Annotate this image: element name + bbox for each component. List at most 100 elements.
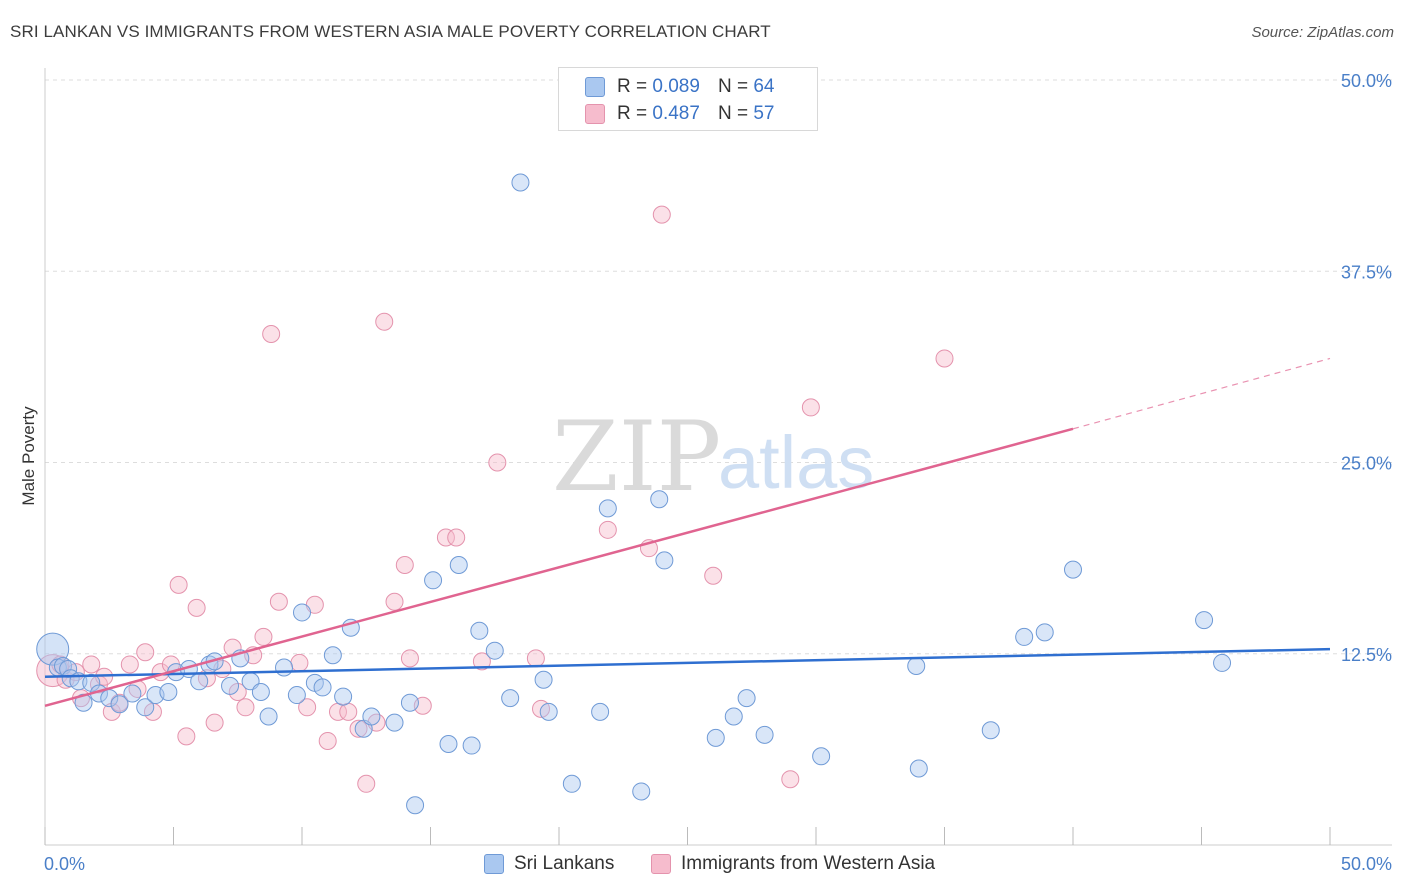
data-point (259, 707, 278, 726)
n-label: N = (717, 76, 749, 97)
data-point (706, 728, 725, 747)
y-tick-label: 50.0% (1341, 71, 1392, 91)
legend-row-sri: R = 0.089 N = 64 (585, 75, 774, 99)
data-point (909, 759, 928, 778)
data-point (254, 627, 273, 646)
n-label: N = (717, 103, 749, 124)
data-point (1195, 611, 1214, 630)
data-point (362, 707, 381, 726)
data-point (501, 689, 520, 708)
correlation-legend: R = 0.089 N = 64 R = 0.487 N = 57 (558, 67, 818, 131)
data-point (737, 689, 756, 708)
data-point (357, 774, 376, 793)
data-point (110, 695, 129, 714)
data-point (334, 687, 353, 706)
data-point (650, 490, 669, 509)
data-point (472, 652, 491, 671)
data-point (36, 632, 70, 666)
data-point (221, 676, 240, 695)
data-point (120, 655, 139, 674)
data-point (488, 453, 507, 472)
data-point (269, 592, 288, 611)
data-point (1213, 653, 1232, 672)
data-point (436, 528, 455, 547)
data-point (159, 683, 178, 701)
r-value: 0.487 (652, 103, 700, 124)
data-point (812, 747, 831, 766)
trend-line-wa-extension (1072, 357, 1331, 430)
data-point (598, 499, 617, 518)
watermark-atlas: atlas (718, 421, 874, 504)
legend-row-wa: R = 0.487 N = 57 (585, 102, 774, 126)
data-point (190, 672, 209, 691)
data-point (424, 571, 443, 590)
sri-swatch (585, 77, 605, 97)
data-point (907, 656, 926, 675)
wa-swatch (651, 854, 671, 874)
data-point (293, 603, 311, 622)
legend-item-wa[interactable]: Immigrants from Western Asia (651, 852, 935, 876)
data-point (1064, 560, 1082, 579)
trend-line-wa (44, 427, 1074, 707)
r-value: 0.089 (652, 76, 700, 97)
data-point (781, 770, 800, 789)
legend-label: Sri Lankans (514, 853, 615, 874)
data-point (591, 702, 610, 721)
data-point (470, 621, 489, 640)
data-point (462, 736, 481, 755)
data-point (177, 727, 196, 746)
data-point (704, 566, 723, 585)
data-point (385, 713, 404, 732)
data-point (652, 205, 671, 224)
data-point (724, 707, 743, 726)
data-point (187, 598, 206, 617)
data-point (318, 731, 337, 750)
data-point (349, 719, 368, 738)
data-point (102, 702, 121, 721)
data-point (136, 643, 155, 662)
data-point (447, 528, 466, 547)
data-point (526, 649, 545, 668)
y-axis-label: Male Poverty (19, 406, 38, 506)
wa-swatch (585, 104, 605, 124)
data-point (406, 796, 425, 815)
axes (44, 68, 1392, 846)
data-point (169, 575, 188, 594)
legend-item-sri[interactable]: Sri Lankans (484, 852, 614, 876)
data-point (439, 735, 458, 754)
data-point (236, 698, 255, 717)
sri-swatch (484, 854, 504, 874)
data-point (298, 698, 317, 717)
y-tick-label: 12.5% (1341, 645, 1392, 665)
trend-line-sri (44, 647, 1331, 678)
source-label: Source: ZipAtlas.com (1251, 24, 1394, 41)
data-point (82, 673, 101, 692)
data-point (313, 678, 332, 697)
data-point (275, 658, 294, 677)
data-point (1015, 627, 1034, 646)
data-point (485, 641, 504, 660)
data-point (511, 173, 530, 192)
y-tick-label: 37.5% (1341, 262, 1392, 282)
data-point (395, 556, 414, 575)
n-value: 57 (753, 103, 775, 124)
data-point (323, 646, 342, 665)
data-point (400, 649, 419, 668)
data-point (562, 774, 581, 793)
data-point (801, 398, 820, 417)
data-point (539, 702, 558, 721)
data-point (287, 686, 306, 705)
data-point (755, 725, 774, 744)
y-tick-labels: 12.5% 25.0% 37.5% 50.0% (1341, 71, 1392, 665)
gridlines (45, 79, 1392, 655)
data-point (981, 721, 1000, 740)
data-point (598, 520, 617, 539)
data-point (632, 782, 651, 801)
n-value: 64 (753, 76, 775, 97)
series-sri-points (36, 173, 1232, 815)
data-point (262, 324, 281, 343)
data-point (339, 702, 358, 721)
data-point (375, 312, 394, 331)
data-point (400, 693, 419, 712)
